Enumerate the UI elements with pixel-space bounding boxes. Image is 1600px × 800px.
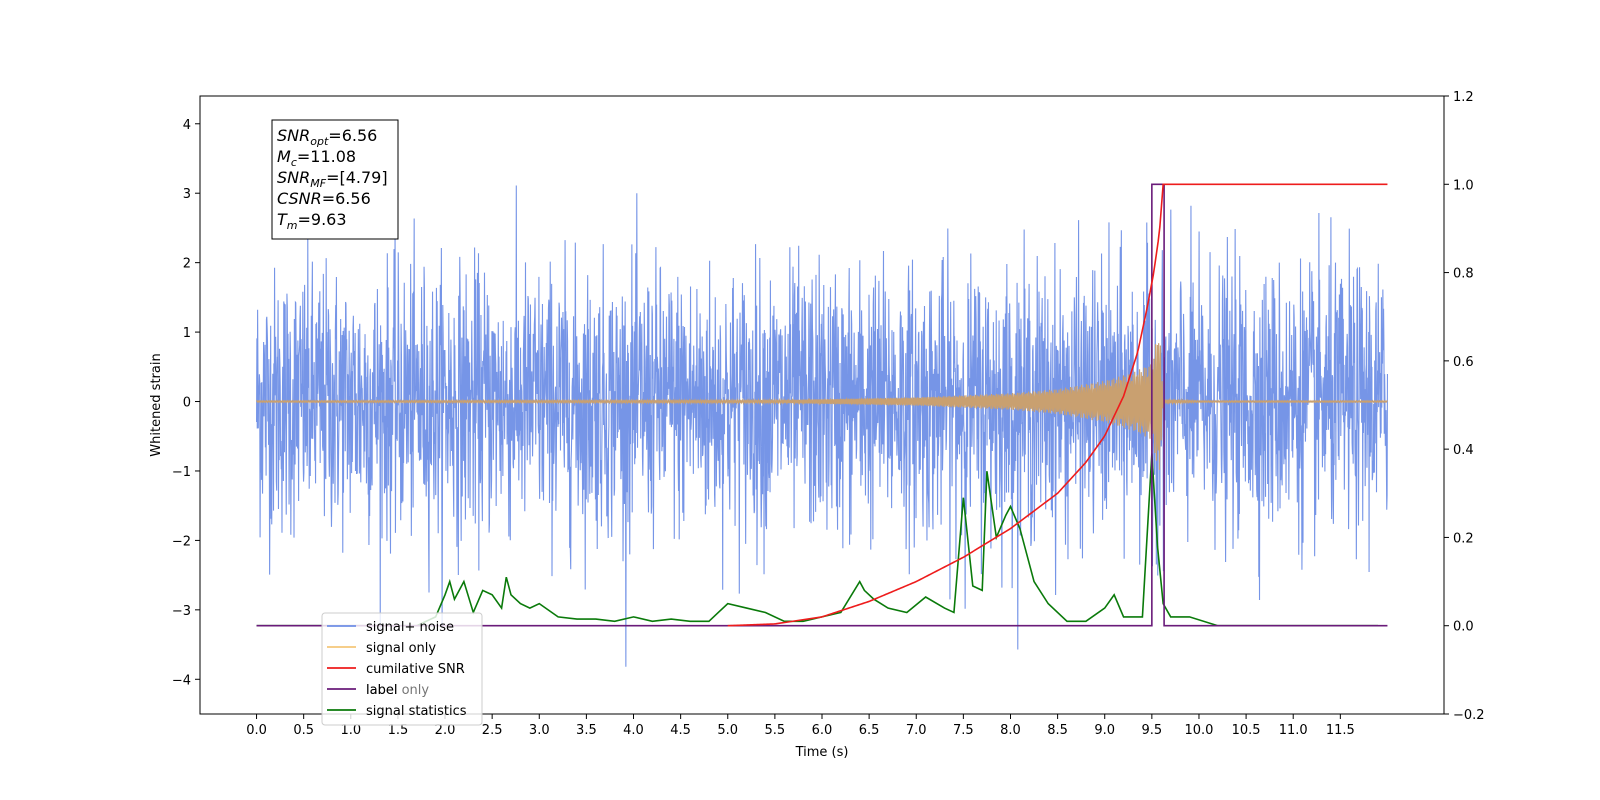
x-tick-label: 5.0	[717, 723, 738, 738]
legend-entry: signal statistics	[366, 704, 467, 719]
x-tick-label: 7.5	[953, 723, 974, 738]
x-tick-label: 7.0	[906, 723, 927, 738]
x-tick-label: 5.5	[765, 723, 786, 738]
x-tick-label: 9.0	[1094, 723, 1115, 738]
annotation-line: CSNR=6.56	[277, 189, 371, 208]
x-tick-label: 6.5	[859, 723, 880, 738]
y2-tick-label: 0.8	[1453, 267, 1474, 282]
legend-entry: cumilative SNR	[366, 662, 465, 677]
x-tick-label: 3.5	[576, 723, 597, 738]
y-tick-label: −3	[172, 604, 191, 619]
legend-occluded-text: label only	[366, 683, 429, 698]
legend-entry: signal only	[366, 641, 436, 656]
x-axis: 0.0 0.5 1.0 1.5 2.0 2.5 3.0 3.5 4.0 4.5 5.0 5.5 6.0 6…	[246, 714, 1355, 738]
annotation-box: SNRopt=6.56Mc=11.08SNRMF=[4.79]CSNR=6.56…	[271, 119, 399, 240]
annotation-line: SNRMF=[4.79]	[277, 168, 388, 190]
x-tick-label: 6.0	[812, 723, 833, 738]
x-tick-label: 2.0	[435, 723, 456, 738]
x-tick-label: 4.5	[670, 723, 691, 738]
x-tick-label: 0.0	[246, 723, 267, 738]
x-tick-label: 10.0	[1184, 723, 1213, 738]
legend-entry: label	[366, 683, 397, 698]
y2-tick-label: 0.4	[1453, 443, 1474, 458]
signal-statistics-line	[256, 453, 1379, 627]
x-tick-label: 2.5	[482, 723, 503, 738]
legend-entry: signal+ noise	[366, 620, 454, 635]
series-signal-noise	[256, 185, 1388, 667]
x-tick-label: 1.0	[340, 723, 361, 738]
x-axis-label: Time (s)	[795, 745, 849, 760]
x-tick-label: 9.5	[1142, 723, 1163, 738]
y2-tick-label: 1.2	[1453, 90, 1474, 105]
y-tick-label: 3	[183, 187, 191, 202]
x-tick-label: 11.5	[1326, 723, 1355, 738]
y-tick-label: −2	[172, 534, 191, 549]
x-tick-label: 10.5	[1232, 723, 1261, 738]
y-tick-label: 0	[183, 396, 191, 411]
y-axis-label: Whitened strain	[149, 353, 164, 456]
legend-frame	[321, 612, 483, 726]
x-tick-label: 4.0	[623, 723, 644, 738]
annotation-frame	[271, 119, 399, 240]
right-axis-series	[256, 183, 1388, 627]
y-tick-label: 1	[183, 326, 191, 341]
x-tick-label: 11.0	[1279, 723, 1308, 738]
x-tick-label: 8.5	[1047, 723, 1068, 738]
y-axis-right: −0.2 0.0 0.2 0.4 0.6 0.8 1.0 1.2	[1444, 90, 1485, 723]
y2-tick-label: 1.0	[1453, 178, 1474, 193]
y-tick-label: 4	[183, 118, 191, 133]
signal-only-line	[256, 343, 1388, 470]
y2-tick-label: 0.6	[1453, 355, 1474, 370]
signal-noise-line	[256, 185, 1388, 667]
y-axis-left: −4 −3 −2 −1 0 1 2 3 4	[172, 118, 200, 688]
y2-tick-label: 0.2	[1453, 531, 1474, 546]
x-tick-label: 8.0	[1000, 723, 1021, 738]
annotation-line: Mc=11.08	[277, 147, 356, 169]
annotation-line: Tm=9.63	[277, 210, 347, 232]
x-tick-label: 0.5	[293, 723, 314, 738]
y-tick-label: 2	[183, 257, 191, 272]
x-tick-label: 1.5	[388, 723, 409, 738]
y2-tick-label: −0.2	[1453, 708, 1485, 723]
y-tick-label: −1	[172, 465, 191, 480]
series-signal-only	[256, 343, 1388, 470]
y2-tick-label: 0.0	[1453, 620, 1474, 635]
y-tick-label: −4	[172, 673, 191, 688]
cumulative-snr-line	[727, 183, 1388, 627]
legend: signal+ noise signal only cumilative SNR la…	[321, 612, 483, 726]
annotation-line: SNRopt=6.56	[277, 126, 377, 148]
x-tick-label: 3.0	[529, 723, 550, 738]
label-line	[256, 183, 1388, 627]
